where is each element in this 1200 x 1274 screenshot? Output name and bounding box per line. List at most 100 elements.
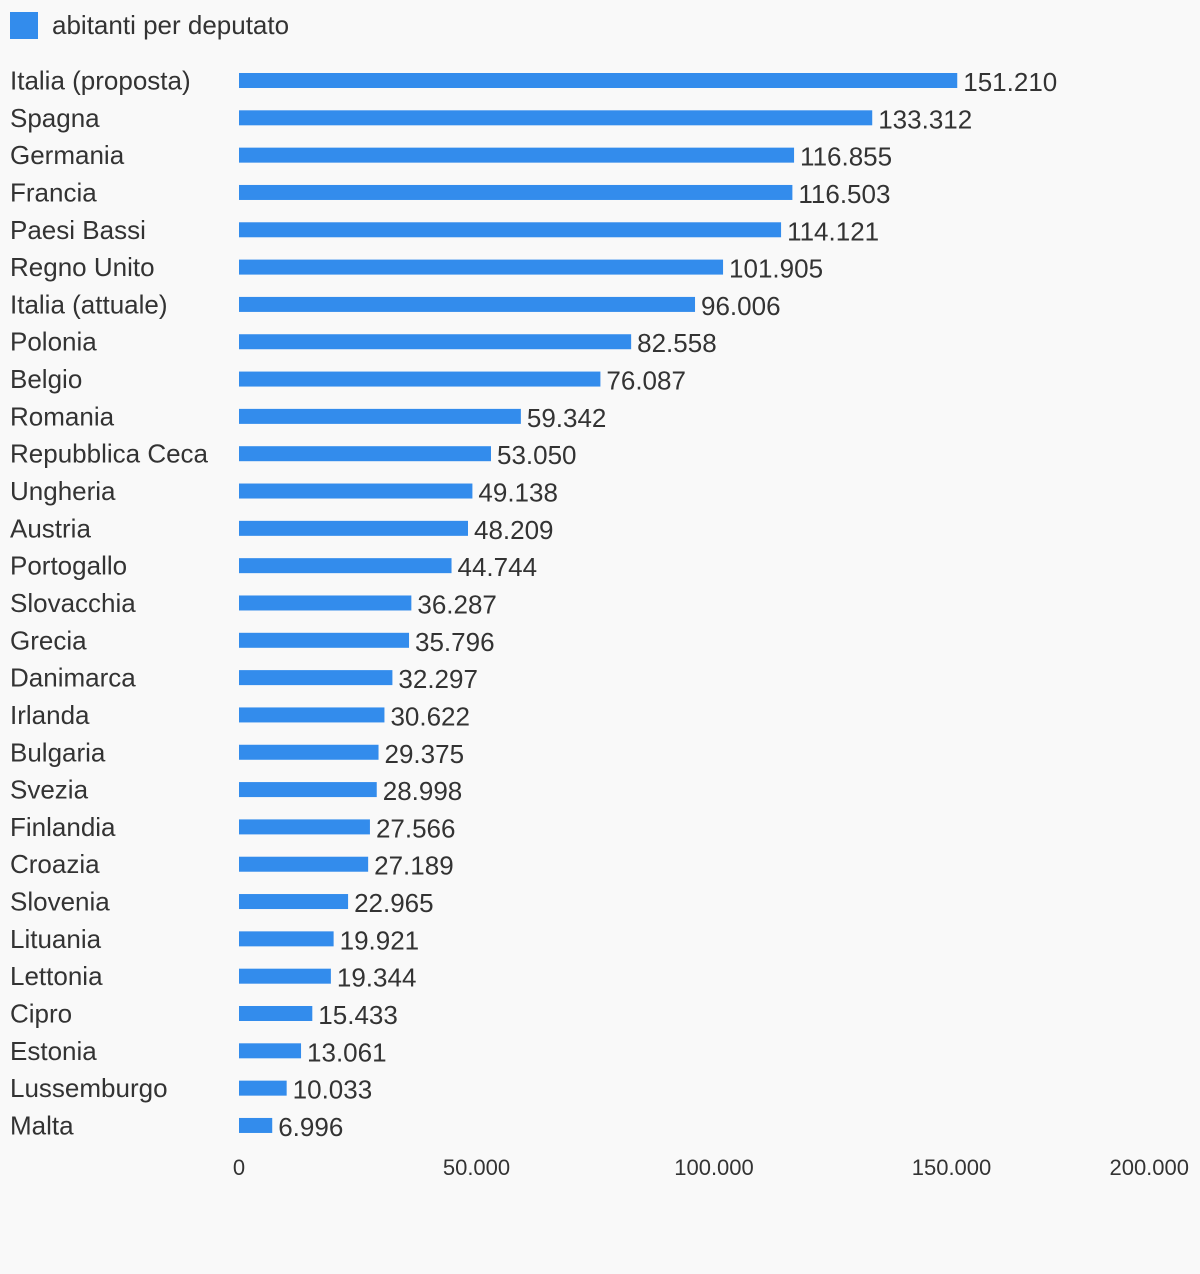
value-label: 28.998: [383, 776, 463, 806]
category-label: Paesi Bassi: [10, 215, 146, 245]
category-label: Croazia: [10, 849, 100, 879]
value-label: 49.138: [478, 478, 558, 508]
bar: [239, 446, 491, 462]
bar: [239, 558, 452, 574]
x-tick-label: 50.000: [443, 1155, 510, 1180]
x-axis-ticks: 0 50.000 100.000 150.000 200.000: [233, 1155, 1189, 1180]
category-label: Repubblica Ceca: [10, 439, 209, 469]
category-label: Finlandia: [10, 812, 116, 842]
value-label: 22.965: [354, 888, 434, 918]
value-labels: 151.210 133.312 116.855 116.503 114.121 101.9…: [278, 67, 1057, 1142]
value-label: 19.344: [337, 963, 417, 993]
value-label: 133.312: [878, 104, 972, 134]
bar: [239, 296, 696, 312]
value-label: 30.622: [390, 701, 470, 731]
value-label: 29.375: [385, 739, 465, 769]
category-label: Italia (proposta): [10, 66, 191, 96]
value-label: 36.287: [417, 589, 497, 619]
bar: [239, 147, 795, 163]
bar: [239, 73, 958, 88]
category-label: Danimarca: [10, 663, 136, 693]
bar: [239, 1043, 302, 1059]
x-tick-label: 150.000: [912, 1155, 992, 1180]
category-label: Polonia: [10, 327, 97, 357]
value-label: 116.503: [798, 179, 890, 209]
value-label: 6.996: [278, 1112, 343, 1142]
category-label: Bulgaria: [10, 737, 106, 767]
bar: [239, 744, 379, 760]
bar: [239, 483, 473, 499]
category-label: Lituania: [10, 924, 102, 954]
category-labels: Italia (proposta) Spagna Germania Francia Pa…: [10, 66, 209, 1141]
bars-group: [239, 73, 958, 1133]
bar: [239, 632, 410, 648]
bar: [239, 334, 632, 350]
value-label: 35.796: [415, 627, 495, 657]
bar: [239, 894, 349, 910]
value-label: 76.087: [606, 366, 686, 396]
bar: [239, 259, 724, 275]
category-label: Italia (attuale): [10, 289, 168, 319]
category-label: Estonia: [10, 1036, 97, 1066]
value-label: 13.061: [307, 1037, 387, 1067]
value-label: 19.921: [340, 925, 420, 955]
value-label: 32.297: [398, 664, 478, 694]
category-label: Irlanda: [10, 700, 90, 730]
bar: [239, 110, 873, 126]
x-tick-label: 200.000: [1109, 1155, 1189, 1180]
category-label: Francia: [10, 177, 97, 207]
category-label: Ungheria: [10, 476, 116, 506]
bar: [239, 670, 393, 686]
bar: [239, 1006, 313, 1021]
value-label: 27.566: [376, 813, 456, 843]
value-label: 44.744: [458, 552, 538, 582]
category-label: Grecia: [10, 625, 87, 655]
legend-swatch: [10, 11, 38, 39]
bar: [239, 782, 377, 798]
category-label: Cipro: [10, 999, 72, 1029]
value-label: 116.855: [800, 142, 892, 172]
value-label: 27.189: [374, 851, 454, 881]
category-label: Germania: [10, 140, 125, 170]
bar: [239, 520, 468, 536]
category-label: Lettonia: [10, 961, 103, 991]
bar: [239, 819, 370, 835]
category-label: Lussemburgo: [10, 1073, 168, 1103]
value-label: 48.209: [474, 515, 554, 545]
value-label: 53.050: [497, 440, 577, 470]
legend: abitanti per deputato: [10, 10, 289, 40]
category-label: Svezia: [10, 775, 89, 805]
bar: [239, 707, 385, 723]
bar: [239, 856, 369, 872]
bar: [239, 968, 331, 984]
bar: [239, 1117, 273, 1133]
x-tick-label: 100.000: [674, 1155, 754, 1180]
value-label: 15.433: [318, 1000, 398, 1030]
category-label: Regno Unito: [10, 252, 155, 282]
value-label: 101.905: [729, 254, 823, 284]
category-label: Slovacchia: [10, 588, 136, 618]
legend-label: abitanti per deputato: [52, 10, 290, 40]
value-label: 151.210: [963, 67, 1057, 97]
category-label: Slovenia: [10, 887, 110, 917]
x-tick-label: 0: [233, 1155, 245, 1180]
bar: [239, 1080, 287, 1096]
bar: [239, 595, 412, 611]
category-label: Portogallo: [10, 551, 127, 581]
value-label: 114.121: [787, 216, 879, 246]
value-label: 59.342: [527, 403, 607, 433]
value-label: 10.033: [293, 1075, 373, 1105]
value-label: 96.006: [701, 291, 781, 321]
bar: [239, 371, 601, 387]
bar: [239, 408, 521, 424]
category-label: Belgio: [10, 364, 82, 394]
category-label: Malta: [10, 1110, 74, 1140]
bar: [239, 222, 782, 238]
category-label: Spagna: [10, 103, 100, 133]
value-label: 82.558: [637, 328, 717, 358]
bar: [239, 184, 793, 200]
bar: [239, 931, 334, 947]
category-label: Romania: [10, 401, 115, 431]
category-label: Austria: [10, 513, 91, 543]
